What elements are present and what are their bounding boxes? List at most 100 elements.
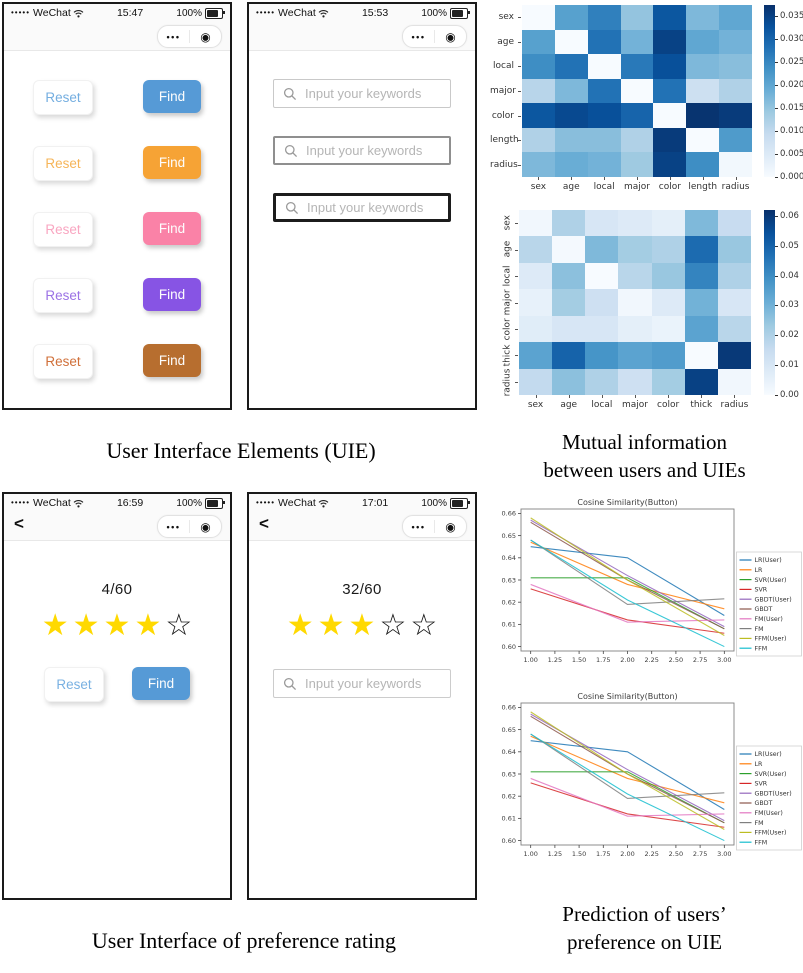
svg-text:1.75: 1.75 <box>596 850 610 858</box>
minimize-target-icon[interactable]: ◉ <box>200 29 211 44</box>
minimize-target-icon[interactable]: ◉ <box>445 519 456 534</box>
phone-mockup-rating-2: ••••• WeChat 17:01 100% < ••• ◉ 32/60 ★ ★… <box>247 492 477 900</box>
menu-dots-icon[interactable]: ••• <box>411 31 426 42</box>
carrier-label: WeChat <box>278 7 316 19</box>
svg-text:1.25: 1.25 <box>548 850 562 858</box>
reset-button[interactable]: Reset <box>33 344 93 379</box>
wechat-capsule[interactable]: ••• ◉ <box>157 515 222 538</box>
caption-rating: User Interface of preference rating <box>91 928 397 953</box>
svg-text:LR(User): LR(User) <box>755 751 782 758</box>
heatmap-row-label: age <box>502 241 513 259</box>
colorbar-tick-label: 0.01 <box>780 360 799 371</box>
menu-dots-icon[interactable]: ••• <box>411 521 426 532</box>
keyword-input[interactable]: Input your keywords <box>273 669 451 698</box>
colorbar-tick-label: 0.03 <box>780 300 799 311</box>
find-button[interactable]: Find <box>143 212 201 245</box>
wechat-capsule[interactable]: ••• ◉ <box>157 25 222 48</box>
heatmap-cell <box>585 315 619 343</box>
minimize-target-icon[interactable]: ◉ <box>200 519 211 534</box>
colorbar-tick-label: 0.000 <box>780 172 803 182</box>
star-icon[interactable]: ☆ <box>379 609 407 642</box>
battery-icon <box>450 497 470 509</box>
svg-text:2.75: 2.75 <box>693 656 707 664</box>
reset-button[interactable]: Reset <box>33 212 93 247</box>
carrier-label: WeChat <box>278 497 316 509</box>
star-icon[interactable]: ★ <box>317 609 345 642</box>
colorbar-tick-label: 0.04 <box>780 270 799 281</box>
star-icon[interactable]: ★ <box>41 609 69 642</box>
star-rating: ★ ★ ★ ★ ☆ <box>4 611 230 641</box>
heatmap-cell <box>587 127 622 153</box>
svg-text:FFM(User): FFM(User) <box>755 830 787 837</box>
heatmap-cell <box>686 152 720 178</box>
colorbar-tick-label: 0.020 <box>780 80 803 91</box>
find-button[interactable]: Find <box>143 278 201 311</box>
heatmap-cell <box>684 262 719 290</box>
status-time: 16:59 <box>116 497 144 509</box>
signal-icon: ••••• <box>11 8 31 17</box>
heatmap-cell <box>653 78 687 104</box>
heatmap-cell <box>719 5 753 31</box>
reset-button[interactable]: Reset <box>33 278 93 313</box>
menu-dots-icon[interactable]: ••• <box>166 31 181 42</box>
svg-text:2.25: 2.25 <box>644 850 658 858</box>
svg-text:FM(User): FM(User) <box>755 810 783 817</box>
heatmap-cell <box>519 289 553 317</box>
heatmap-cell <box>585 236 619 264</box>
star-icon[interactable]: ☆ <box>410 609 438 642</box>
caption-mutual-line1: Mutual information <box>561 430 728 454</box>
heatmap-cell <box>587 54 622 80</box>
svg-text:0.60: 0.60 <box>502 837 516 845</box>
find-button[interactable]: Find <box>143 80 201 113</box>
heatmap-cell <box>620 78 654 104</box>
heatmap-cell <box>522 78 556 104</box>
heatmap-cell <box>618 289 653 317</box>
wifi-icon <box>318 499 329 507</box>
input-placeholder: Input your keywords <box>305 676 422 691</box>
signal-icon: ••••• <box>256 8 276 17</box>
svg-text:SVR: SVR <box>755 781 768 788</box>
star-icon[interactable]: ★ <box>348 609 376 642</box>
back-icon[interactable]: < <box>259 514 269 533</box>
star-icon[interactable]: ★ <box>103 609 131 642</box>
keyword-input[interactable]: Input your keywords <box>273 136 451 165</box>
heatmap-cell <box>519 210 553 237</box>
star-icon[interactable]: ★ <box>286 609 314 642</box>
heatmap-col-label: color <box>657 400 680 410</box>
status-bar: ••••• WeChat 15:47 100% <box>4 4 230 19</box>
svg-text:0.61: 0.61 <box>502 815 516 823</box>
battery-percent: 100% <box>176 7 202 19</box>
phone-header: ••••• WeChat 15:53 100% ••• ◉ <box>249 4 475 51</box>
wechat-capsule[interactable]: ••• ◉ <box>402 515 467 538</box>
heatmap-cell <box>554 152 589 178</box>
keyword-input[interactable]: Input your keywords <box>273 79 451 108</box>
reset-button[interactable]: Reset <box>44 667 104 702</box>
svg-text:SVR(User): SVR(User) <box>755 577 787 584</box>
back-icon[interactable]: < <box>14 514 24 533</box>
reset-button[interactable]: Reset <box>33 146 93 181</box>
search-icon <box>283 677 297 690</box>
heatmap-cell <box>585 210 619 237</box>
reset-button[interactable]: Reset <box>33 80 93 115</box>
svg-text:2.25: 2.25 <box>644 656 658 664</box>
find-button[interactable]: Find <box>132 667 190 700</box>
keyword-input[interactable]: Input your keywords <box>273 193 451 222</box>
star-icon[interactable]: ★ <box>72 609 100 642</box>
heatmap-row-label: sex <box>502 215 513 231</box>
phone-mockup-rating-1: ••••• WeChat 16:59 100% < ••• ◉ 4/60 ★ ★ ★… <box>2 492 232 900</box>
heatmap-cell <box>554 103 589 129</box>
star-icon[interactable]: ☆ <box>165 609 193 642</box>
heatmap-cell <box>719 78 753 104</box>
minimize-target-icon[interactable]: ◉ <box>445 29 456 44</box>
svg-text:1.75: 1.75 <box>596 656 610 664</box>
wechat-capsule[interactable]: ••• ◉ <box>402 25 467 48</box>
heatmap-row-label: color <box>502 317 513 340</box>
find-button[interactable]: Find <box>143 344 201 377</box>
menu-dots-icon[interactable]: ••• <box>166 521 181 532</box>
search-input-list: Input your keywords Input your keywords In… <box>249 51 475 222</box>
find-button[interactable]: Find <box>143 146 201 179</box>
star-icon[interactable]: ★ <box>134 609 162 642</box>
svg-text:1.50: 1.50 <box>572 850 586 858</box>
svg-text:1.25: 1.25 <box>548 656 562 664</box>
phone-mockup-search: ••••• WeChat 15:53 100% ••• ◉ Input your… <box>247 2 477 410</box>
